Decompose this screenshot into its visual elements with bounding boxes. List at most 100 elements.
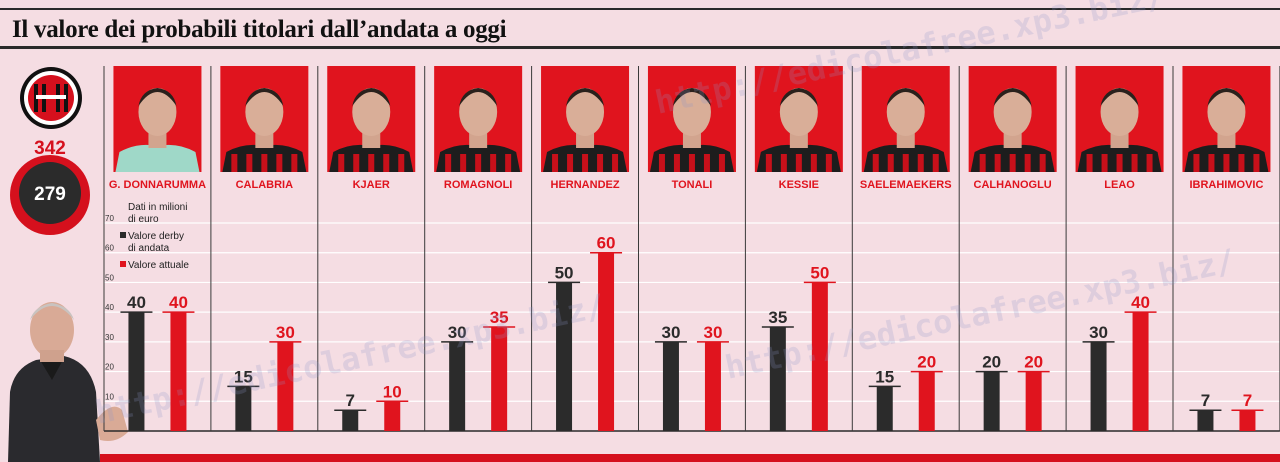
shirt-stripe bbox=[490, 154, 497, 172]
player-portrait bbox=[1075, 66, 1164, 172]
shirt-stripe bbox=[673, 154, 680, 172]
bar-value-label: 50 bbox=[810, 263, 829, 282]
shirt-stripe bbox=[338, 154, 345, 172]
y-tick-label: 20 bbox=[105, 363, 114, 372]
bar-value-label: 10 bbox=[383, 382, 402, 401]
bar bbox=[449, 341, 466, 431]
shirt-stripe bbox=[658, 154, 665, 172]
shirt-stripe bbox=[1193, 154, 1200, 172]
player-portrait bbox=[327, 66, 416, 172]
legend-unit-line2: di euro bbox=[128, 214, 159, 225]
player-name-label: IBRAHIMOVIC bbox=[1189, 179, 1263, 191]
portrait-hair bbox=[1207, 88, 1246, 106]
bar bbox=[342, 410, 359, 431]
shirt-stripe bbox=[1086, 154, 1093, 172]
shirt-stripe bbox=[368, 154, 375, 172]
shirt-stripe bbox=[825, 154, 832, 172]
portrait-neck bbox=[682, 132, 701, 148]
bar-value-label: 30 bbox=[276, 323, 295, 342]
portrait-hair bbox=[138, 88, 177, 106]
player-name-label: CALHANOGLU bbox=[974, 179, 1052, 191]
portrait-face bbox=[993, 88, 1032, 136]
bar bbox=[1132, 312, 1149, 431]
bar bbox=[235, 386, 252, 431]
player-portrait bbox=[113, 66, 202, 172]
bar bbox=[662, 341, 679, 431]
bar-value-label: 50 bbox=[555, 263, 574, 282]
bar bbox=[918, 371, 935, 431]
shirt-stripe bbox=[1009, 154, 1016, 172]
shirt-stripe bbox=[276, 154, 283, 172]
portrait-shirt bbox=[115, 144, 200, 172]
portrait-face bbox=[886, 88, 925, 136]
portrait-face bbox=[1100, 88, 1139, 136]
y-tick-label: 60 bbox=[105, 244, 114, 253]
legend-derby-line1: Valore derby bbox=[128, 231, 184, 242]
shirt-stripe bbox=[597, 154, 604, 172]
shirt-stripe bbox=[932, 154, 939, 172]
shirt-stripe bbox=[1101, 154, 1108, 172]
bar-value-label: 7 bbox=[1243, 391, 1252, 410]
bar bbox=[598, 252, 615, 431]
portrait-hair bbox=[245, 88, 284, 106]
bar-value-label: 7 bbox=[346, 391, 355, 410]
bar bbox=[1239, 410, 1256, 431]
portrait-hair bbox=[1100, 88, 1139, 106]
shirt-stripe bbox=[1223, 154, 1230, 172]
shirt-stripe bbox=[902, 154, 909, 172]
shirt-stripe bbox=[718, 154, 725, 172]
portrait-face bbox=[566, 88, 605, 136]
bar bbox=[277, 341, 294, 431]
shirt-stripe bbox=[567, 154, 574, 172]
portrait-face bbox=[672, 88, 711, 136]
portrait-hair bbox=[672, 88, 711, 106]
portrait-neck bbox=[148, 132, 167, 148]
bar bbox=[491, 327, 508, 431]
shirt-stripe bbox=[979, 154, 986, 172]
portrait-neck bbox=[1217, 132, 1236, 148]
bar-value-label: 40 bbox=[169, 293, 188, 312]
player-portrait bbox=[754, 66, 843, 172]
player-name-label: KESSIE bbox=[779, 179, 819, 191]
portrait-hair bbox=[352, 88, 391, 106]
player-name-label: HERNANDEZ bbox=[551, 179, 620, 191]
shirt-stripe bbox=[1253, 154, 1260, 172]
shirt-stripe bbox=[688, 154, 695, 172]
player-portrait bbox=[1182, 66, 1271, 172]
shirt-stripe bbox=[353, 154, 360, 172]
shirt-stripe bbox=[475, 154, 482, 172]
shirt-stripe bbox=[1131, 154, 1138, 172]
shirt-stripe bbox=[1208, 154, 1215, 172]
player-portrait bbox=[968, 66, 1057, 172]
bar-value-label: 30 bbox=[703, 323, 722, 342]
bar-value-label: 60 bbox=[597, 234, 616, 253]
bar-value-label: 30 bbox=[661, 323, 680, 342]
bar-value-label: 20 bbox=[1024, 353, 1043, 372]
shirt-stripe bbox=[505, 154, 512, 172]
shirt-stripe bbox=[261, 154, 268, 172]
shirt-stripe bbox=[765, 154, 772, 172]
portrait-hair bbox=[459, 88, 498, 106]
bar bbox=[983, 371, 1000, 431]
player-portrait bbox=[647, 66, 736, 172]
bar bbox=[1025, 371, 1042, 431]
top-rule bbox=[0, 8, 1280, 10]
y-tick-label: 40 bbox=[105, 303, 114, 312]
shirt-stripe bbox=[994, 154, 1001, 172]
portrait-neck bbox=[469, 132, 488, 148]
shirt-stripe bbox=[1116, 154, 1123, 172]
bar-value-label: 35 bbox=[768, 308, 787, 327]
shirt-stripe bbox=[917, 154, 924, 172]
portrait-neck bbox=[255, 132, 274, 148]
shirt-stripe bbox=[1024, 154, 1031, 172]
portrait-face bbox=[779, 88, 818, 136]
bar bbox=[128, 312, 145, 431]
legend-swatch-derby bbox=[120, 232, 126, 238]
bar-value-label: 40 bbox=[127, 293, 146, 312]
player-name-label: G. DONNARUMMA bbox=[109, 179, 206, 191]
player-name-label: TONALI bbox=[672, 179, 713, 191]
total-value-now: 342 bbox=[34, 138, 66, 159]
portrait-hair bbox=[566, 88, 605, 106]
portrait-neck bbox=[362, 132, 381, 148]
